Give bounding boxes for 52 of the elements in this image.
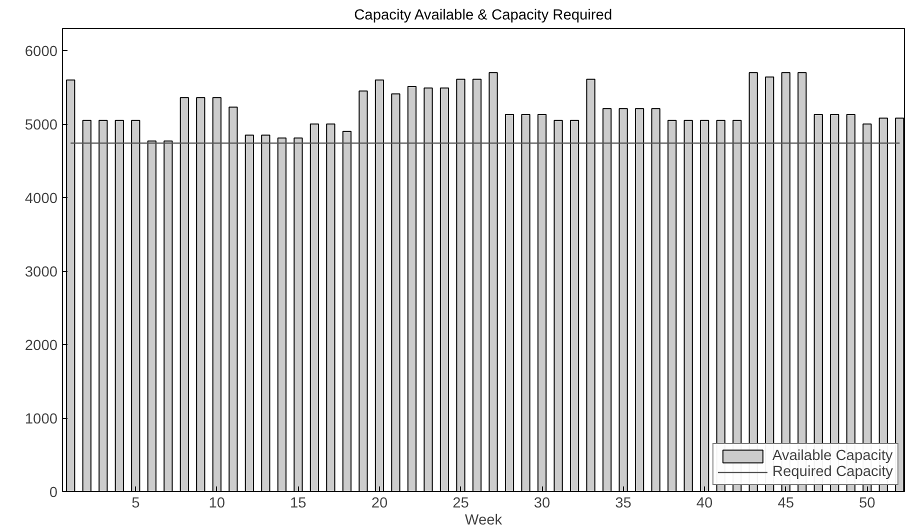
x-tick-label: 15	[290, 496, 306, 512]
bar	[228, 106, 238, 492]
bar	[521, 114, 530, 492]
x-tick-label: 50	[858, 496, 876, 512]
y-tick-label: 4000	[24, 191, 58, 208]
bar	[586, 78, 596, 492]
bar	[342, 130, 352, 492]
bar	[440, 88, 450, 492]
bar	[684, 120, 693, 492]
bar	[114, 120, 124, 492]
bar	[488, 72, 498, 492]
bar	[277, 138, 287, 492]
bar	[164, 140, 173, 492]
x-tick-label: 10	[208, 496, 226, 512]
legend-label: Available Capacity	[772, 448, 893, 464]
bar	[244, 134, 254, 492]
bar	[602, 108, 612, 492]
bar	[570, 120, 580, 492]
x-tick-label: 25	[452, 496, 469, 512]
bar	[358, 90, 368, 492]
bar	[82, 120, 92, 492]
bar	[634, 108, 644, 492]
bar	[326, 124, 336, 492]
y-tick-label: 3000	[24, 264, 58, 281]
y-tick-label: 6000	[24, 44, 58, 60]
y-tick-label: 1000	[24, 412, 58, 428]
x-tick-label: 30	[534, 496, 550, 512]
y-tick-label: 0	[49, 485, 58, 501]
bar	[180, 97, 189, 492]
chart-title: Capacity Available & Capacity Required	[354, 8, 612, 24]
x-tick-label: 35	[615, 496, 632, 512]
x-tick-label: 20	[371, 496, 388, 512]
x-tick-label: 45	[778, 496, 794, 512]
bar	[261, 134, 270, 492]
bar	[147, 140, 156, 492]
y-tick-label: 5000	[24, 118, 58, 134]
bar	[424, 88, 433, 492]
bar	[310, 124, 320, 492]
bar	[504, 114, 514, 492]
bar	[407, 86, 417, 492]
bar	[651, 108, 660, 492]
bar	[667, 120, 677, 492]
bar	[472, 78, 482, 492]
x-tick-label: 5	[132, 496, 140, 512]
legend-label: Required Capacity	[772, 464, 893, 480]
x-axis-title: Week	[464, 512, 503, 528]
bar	[391, 93, 400, 492]
bar	[98, 120, 108, 492]
bar	[554, 120, 563, 492]
y-tick-label: 2000	[24, 338, 58, 354]
bar	[196, 97, 206, 492]
x-tick-label: 40	[696, 496, 713, 512]
